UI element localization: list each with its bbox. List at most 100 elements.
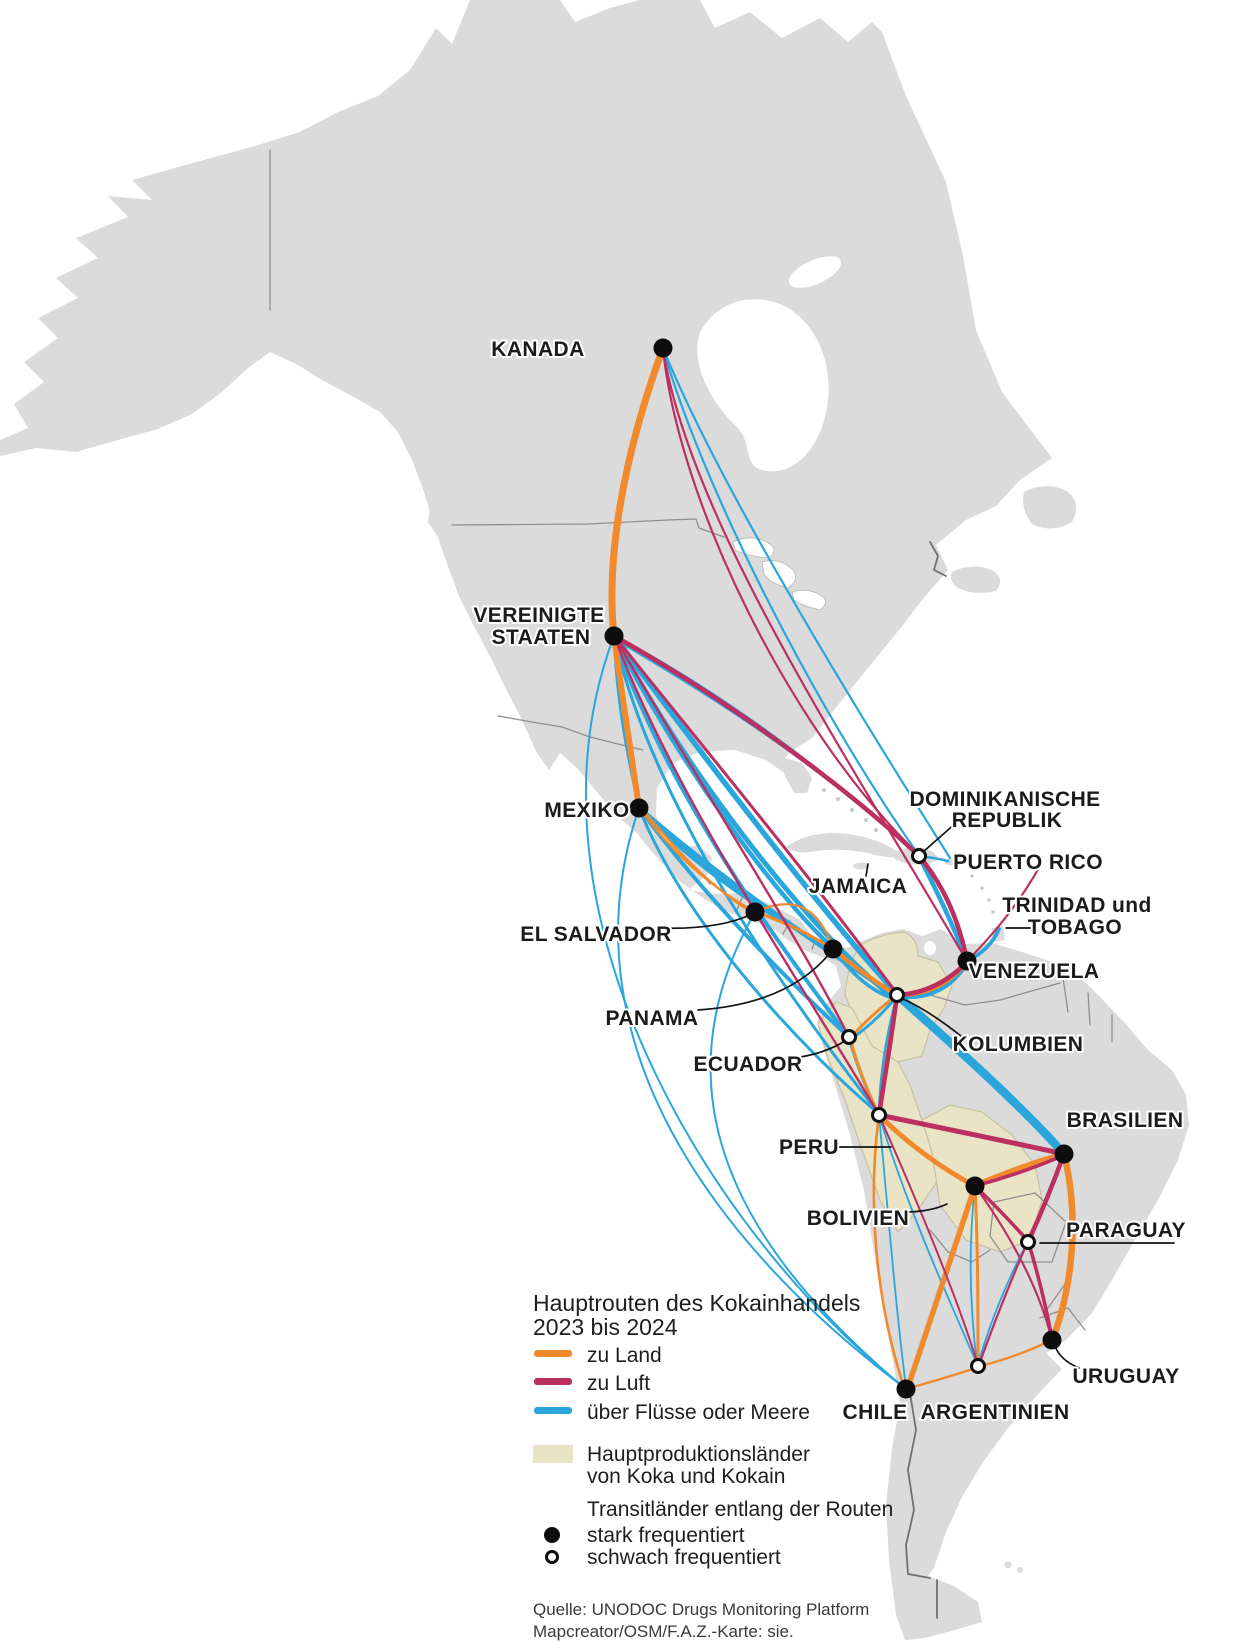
route-luft-usa-domrep	[611, 633, 922, 859]
border-venezuela-sued	[929, 982, 1061, 1006]
border-usa-kanada	[451, 518, 725, 538]
route-wasser-kanada-domrep	[661, 346, 920, 856]
border-argentinien-nord	[929, 1229, 991, 1263]
route-wasser-mexiko-peru	[637, 806, 881, 1116]
label-kanada: KANADA	[491, 338, 584, 361]
node-vereinigte-staaten	[604, 626, 624, 646]
leader-jamaica	[865, 863, 869, 877]
leader-lines-group	[659, 821, 1175, 1369]
label-trinidad-1: TRINIDAD und	[1002, 894, 1151, 917]
source-line1: Quelle: UNODOC Drugs Monitoring Platform	[533, 1600, 869, 1619]
route-wasser-elsalvador-chile	[709, 911, 905, 1389]
route-wasser-mexiko-ecuador	[637, 806, 851, 1039]
label-ecuador: ECUADOR	[694, 1053, 803, 1076]
legend-dot-schwach	[545, 1550, 559, 1564]
legend-swatch-produktion	[533, 1445, 573, 1463]
route-land-bolivien-chile	[905, 1183, 978, 1390]
label-dominikanische-republik-1: DOMINIKANISCHE	[909, 788, 1100, 811]
legend-label-produktion-2: von Koka und Kokain	[587, 1465, 785, 1488]
route-land-elsalvador-panama-nord	[753, 903, 835, 951]
node-el-salvador	[745, 902, 765, 922]
route-luft-kolumbien-peru	[876, 992, 900, 1118]
nova-scotia-island	[950, 566, 1001, 593]
route-luft-usa-ecuador	[612, 634, 851, 1039]
route-land-peru-bolivien	[876, 1112, 978, 1189]
node-panama	[823, 939, 843, 959]
legend-transit-heading: Transitländer entlang der Routen	[587, 1498, 893, 1521]
route-luft-bolivien-uruguay	[973, 1184, 1054, 1342]
legend-swatch-wasser	[534, 1407, 572, 1414]
route-wasser-bolivien-argentinien	[969, 1185, 978, 1365]
route-land-usa-mexiko	[611, 633, 642, 811]
node-kolumbien	[889, 987, 905, 1003]
label-venezuela: VENEZUELA	[969, 960, 1100, 983]
route-wasser-mexiko-chile	[617, 807, 906, 1389]
border-chile-argentinien	[905, 1392, 938, 1619]
label-jamaica: JAMAICA	[809, 875, 907, 898]
legend-swatch-land	[534, 1350, 572, 1357]
lesser-antilles-islands	[970, 874, 995, 914]
node-brasilien	[1054, 1144, 1074, 1164]
legend-group: Hauptrouten des Kokainhandels 2023 bis 2…	[533, 1290, 893, 1641]
route-wasser-kolumbien-brasilien	[892, 990, 1069, 1159]
label-el-salvador: EL SALVADOR	[520, 923, 671, 946]
label-paraguay: PARAGUAY	[1066, 1219, 1186, 1242]
legend-title-line2: 2023 bis 2024	[533, 1314, 678, 1340]
leader-dominikanische-republik	[922, 821, 958, 853]
leader-el-salvador	[659, 914, 751, 930]
route-wasser-peru-chile	[878, 1114, 907, 1388]
leader-uruguay	[1054, 1345, 1080, 1369]
node-dominikanische-republik	[911, 848, 927, 864]
hudson-bay	[697, 299, 829, 472]
label-panama: PANAMA	[605, 1007, 698, 1030]
node-ecuador	[841, 1029, 857, 1045]
label-uruguay: URUGUAY	[1072, 1365, 1179, 1388]
node-paraguay	[1020, 1234, 1036, 1250]
label-chile: CHILE	[843, 1401, 908, 1424]
border-usa-mexiko	[497, 715, 644, 751]
transit-nodes-group	[604, 338, 1074, 1399]
border-paraguay	[989, 1192, 1067, 1263]
route-wasser-usa-chile	[584, 635, 906, 1389]
source-line2: Mapcreator/OSM/F.A.Z.-Karte: sie.	[533, 1622, 794, 1641]
label-peru: PERU	[779, 1136, 839, 1159]
label-mexiko: MEXIKO	[544, 799, 629, 822]
label-vereinigte-staaten-1: VEREINIGTE	[473, 604, 604, 627]
lake-maracaibo	[924, 941, 936, 955]
legend-label-wasser: über Flüsse oder Meere	[587, 1401, 810, 1424]
route-wasser-usa-peru	[612, 634, 881, 1116]
label-brasilien: BRASILIEN	[1067, 1109, 1184, 1132]
label-dominikanische-republik-2: REPUBLIK	[952, 809, 1063, 832]
label-argentinien: ARGENTINIEN	[920, 1401, 1069, 1424]
route-land-peru-chile	[872, 1113, 906, 1389]
country-labels-group: KANADA VEREINIGTE STAATEN MEXIKO EL SALV…	[471, 336, 1187, 1426]
route-luft-usa-peru	[612, 634, 881, 1117]
route-luft-domrep-venezuela	[916, 853, 970, 964]
legend-label-schwach: schwach frequentiert	[587, 1546, 781, 1569]
border-usa-kanada-ost	[929, 541, 947, 577]
node-argentinien	[970, 1358, 986, 1374]
bahamas-islands	[822, 788, 878, 832]
route-land-mexiko-elsalvador-2	[643, 810, 759, 918]
node-bolivien	[965, 1176, 985, 1196]
leader-kolumbien	[902, 998, 962, 1037]
americas-landmass	[0, 0, 1189, 1640]
route-wasser-peru-argentinien	[878, 1114, 978, 1365]
label-puerto-rico: PUERTO RICO	[953, 851, 1103, 874]
legend-label-land: zu Land	[587, 1344, 662, 1367]
legend-dot-stark	[544, 1527, 560, 1543]
legend-label-produktion-1: Hauptproduktionsländer	[587, 1443, 810, 1466]
newfoundland-island	[1023, 486, 1077, 529]
legend-title-line1: Hauptrouten des Kokainhandels	[533, 1290, 860, 1316]
falkland-islands	[1004, 1561, 1023, 1573]
landmass-group	[0, 0, 1189, 1640]
route-land-brasilien-uruguay	[1049, 1150, 1076, 1342]
route-land-mexiko-elsalvador-1	[637, 806, 757, 914]
cuba-island	[786, 833, 902, 858]
route-luft-peru-argentinien	[878, 1114, 979, 1366]
route-luft-peru-brasilien	[876, 1112, 1067, 1157]
legend-label-luft: zu Luft	[587, 1372, 650, 1395]
legend-swatch-luft	[534, 1378, 572, 1385]
